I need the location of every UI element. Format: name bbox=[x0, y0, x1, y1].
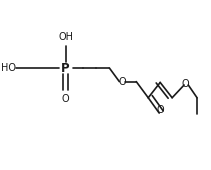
Text: O: O bbox=[62, 94, 69, 104]
Text: OH: OH bbox=[58, 32, 73, 42]
Text: O: O bbox=[182, 79, 189, 89]
Text: O: O bbox=[156, 105, 164, 115]
Text: HO: HO bbox=[1, 63, 16, 73]
Text: O: O bbox=[119, 77, 126, 87]
Text: P: P bbox=[61, 62, 70, 74]
